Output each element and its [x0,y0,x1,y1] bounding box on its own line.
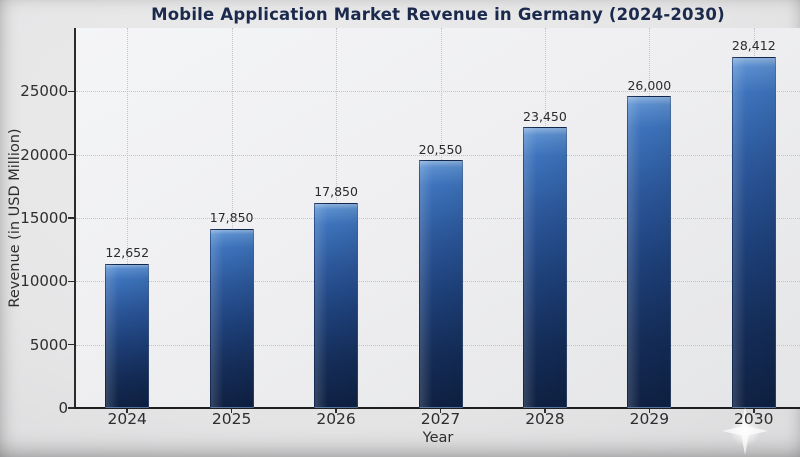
y-gridline [76,91,800,93]
bar-value-label: 17,850 [209,210,254,226]
y-tick-mark [68,343,74,346]
y-tick-mark [68,407,74,409]
bar [731,56,776,408]
x-tick-label: 2025 [211,410,252,428]
x-axis-line [74,407,800,409]
y-tick-label: 25000 [20,82,68,101]
x-tick-mark [335,409,337,413]
bar-value-label: 17,850 [314,184,358,200]
bar-value-label: 26,000 [627,77,672,93]
y-tick-mark [68,280,74,283]
x-axis-title: Year [422,430,454,446]
x-tick-label: 2028 [525,410,565,428]
y-tick-mark [68,217,74,219]
x-tick-mark [544,409,546,413]
bar [209,228,254,408]
bar [418,160,463,408]
x-tick-mark [752,409,755,413]
x-tick-mark [648,409,651,413]
x-gridline [231,28,233,408]
y-tick-label: 20000 [20,145,68,164]
bar-value-label: 12,652 [105,245,150,261]
y-tick-mark [68,90,74,93]
bar [105,263,150,408]
y-axis-line [74,28,76,408]
y-gridline [76,154,800,156]
x-tick-label: 2030 [734,410,774,428]
sparkle-glow-icon [729,416,761,446]
bar-value-label: 28,412 [731,38,776,53]
bar-value-label: 23,450 [523,108,567,124]
y-tick-label: 0 [58,399,68,417]
x-gridline [127,28,129,408]
x-tick-label: 2024 [107,410,147,428]
x-tick-label: 2027 [420,410,461,428]
bar-value-label: 20,550 [418,141,463,157]
y-tick-mark [68,153,74,156]
y-tick-label: 5000 [29,335,68,354]
bar [627,96,672,408]
bar [522,127,567,408]
x-tick-label: 2029 [629,410,670,428]
x-tick-mark [230,409,233,413]
x-tick-mark [126,409,128,413]
y-tick-label: 15000 [20,209,68,227]
bar [314,202,359,408]
y-tick-label: 10000 [20,272,68,291]
x-tick-label: 2026 [316,410,356,428]
x-tick-mark [439,409,442,413]
chart-title: Mobile Application Market Revenue in Ger… [151,5,725,24]
